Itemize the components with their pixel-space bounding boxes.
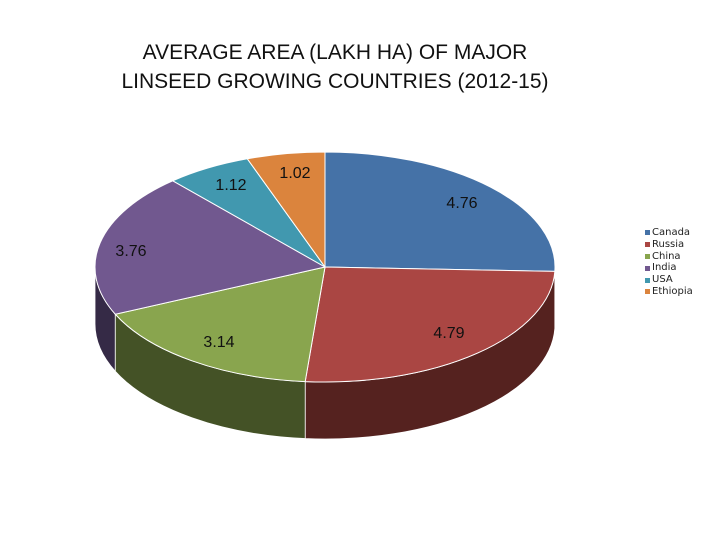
legend-label-canada: Canada	[652, 227, 691, 238]
legend-swatch-canada	[645, 230, 650, 236]
legend-swatch-usa	[645, 277, 650, 283]
pie-labels: 4.76 4.79 3.14 3.76 1.12 1.02	[115, 165, 477, 351]
chart-title: AVERAGE AREA (LAKH HA) OF MAJOR LINSEED …	[40, 38, 630, 96]
pie-slice-india	[94, 180, 326, 315]
pie-slice-china	[114, 266, 326, 383]
legend-swatch-india	[645, 265, 650, 271]
pie-slice-ethiopia	[246, 151, 326, 268]
chart-title-line-1: AVERAGE AREA (LAKH HA) OF MAJOR	[142, 41, 528, 64]
pie-slice-canada	[324, 151, 556, 272]
data-label-usa: 1.12	[215, 177, 246, 194]
legend-label-ethiopia: Ethiopia	[652, 285, 693, 297]
legend-swatch-ethiopia	[645, 289, 650, 295]
data-label-ethiopia: 1.02	[279, 165, 310, 182]
legend-label-india: India	[652, 262, 677, 274]
legend-label-usa: USA	[652, 274, 673, 286]
legend-item-russia: Russia	[645, 239, 693, 251]
pie-slice-russia	[304, 266, 556, 383]
legend-label-russia: Russia	[652, 238, 685, 250]
legend-label-china: China	[652, 250, 681, 262]
legend-item-canada: Canada	[645, 227, 693, 239]
legend-swatch-russia	[645, 242, 650, 248]
legend-item-china: China	[645, 251, 693, 263]
data-label-china: 3.14	[203, 334, 234, 351]
chart-title-line-2: LINSEED GROWING COUNTRIES (2012-15)	[121, 70, 549, 93]
legend-item-usa: USA	[645, 274, 693, 286]
legend-item-india: India	[645, 262, 693, 274]
data-label-canada: 4.76	[446, 195, 477, 212]
legend: Canada Russia China India USA Ethiopia	[645, 227, 693, 298]
legend-swatch-china	[645, 253, 650, 259]
data-label-russia: 4.79	[433, 325, 464, 342]
legend-item-ethiopia: Ethiopia	[645, 286, 693, 298]
pie-tops	[94, 151, 556, 383]
data-label-india: 3.76	[115, 243, 146, 260]
